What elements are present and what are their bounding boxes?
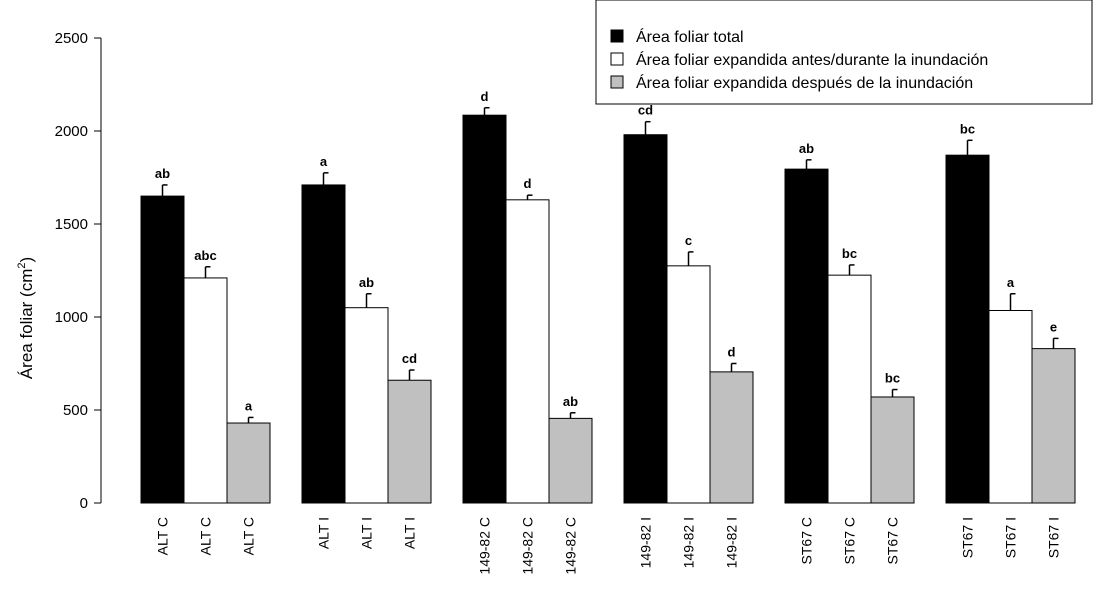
x-category-label: 149-82 C (563, 517, 579, 575)
bar-antes (988, 309, 1033, 504)
legend-swatch-antes (610, 52, 624, 66)
x-category-label: 149-82 I (681, 517, 697, 568)
significance-label: d (481, 89, 489, 104)
legend-label-total: Área foliar total (636, 27, 744, 46)
bar-despues (226, 422, 271, 504)
significance-label: a (1007, 275, 1015, 290)
significance-label: ab (359, 275, 374, 290)
y-tick-label: 2500 (55, 30, 88, 47)
bar-despues (1031, 348, 1076, 504)
significance-label: d (524, 176, 532, 191)
significance-label: ab (155, 166, 170, 181)
x-category-label: ALT C (198, 517, 214, 555)
y-axis: 0 500 1000 1500 2000 2500 (55, 30, 102, 512)
legend-frame (595, 0, 1093, 105)
x-category-label: ALT I (316, 517, 332, 549)
bar-total (945, 154, 990, 504)
significance-label: c (685, 233, 692, 248)
y-axis-title: Área foliar (cm2) (16, 257, 36, 379)
significance-label: d (728, 345, 736, 360)
x-category-label: 149-82 I (724, 517, 740, 568)
bar-total (784, 168, 829, 504)
x-category-label: 149-82 I (638, 517, 654, 568)
legend-label-antes: Área foliar expandida antes/durante la i… (636, 50, 988, 69)
y-tick-label: 0 (80, 495, 88, 512)
bar-despues (387, 379, 432, 504)
y-tick-label: 1500 (55, 216, 88, 233)
legend-label-despues: Área foliar expandida después de la inun… (636, 73, 973, 92)
bar-total (462, 114, 507, 504)
significance-label: cd (402, 351, 417, 366)
x-axis-labels: ALT C ALT C ALT C ALT I ALT I ALT I 149-82 C 14… (155, 517, 1062, 575)
significance-label: ab (563, 394, 578, 409)
x-category-label: 149-82 C (520, 517, 536, 575)
bar-antes (344, 307, 389, 504)
significance-label: abc (194, 248, 216, 263)
x-category-label: ALT C (241, 517, 257, 555)
x-category-label: ALT I (402, 517, 418, 549)
significance-label: bc (960, 121, 975, 136)
x-category-label: 149-82 C (477, 517, 493, 575)
y-tick-label: 500 (63, 402, 88, 419)
x-category-label: ALT I (359, 517, 375, 549)
significance-label: bc (842, 246, 857, 261)
bar-total (623, 134, 668, 504)
bar-antes (505, 199, 550, 504)
bar-total (301, 184, 346, 504)
significance-label: cd (638, 103, 653, 118)
bar-antes (183, 277, 228, 504)
significance-label: a (245, 398, 253, 413)
x-category-label: ST67 I (960, 517, 976, 558)
legend-swatch-total (610, 29, 624, 43)
bar-antes (827, 274, 872, 504)
bar-total (140, 195, 185, 504)
x-category-label: ST67 C (842, 517, 858, 564)
x-category-label: ST67 C (885, 517, 901, 564)
y-tick-label: 1000 (55, 309, 88, 326)
significance-label: bc (885, 371, 900, 386)
significance-label: e (1050, 319, 1057, 334)
legend-swatch-despues (610, 75, 624, 89)
bar-despues (548, 417, 593, 504)
y-tick-label: 2000 (55, 123, 88, 140)
bar-despues (709, 371, 754, 504)
significance-label: ab (799, 141, 814, 156)
x-category-label: ST67 I (1003, 517, 1019, 558)
x-category-label: ALT C (155, 517, 171, 555)
x-category-label: ST67 C (799, 517, 815, 564)
legend: Área foliar total Área foliar expandida … (595, 0, 1093, 105)
bar-despues (870, 396, 915, 504)
x-category-label: ST67 I (1046, 517, 1062, 558)
bar-antes (666, 265, 711, 504)
significance-label: a (320, 154, 328, 169)
